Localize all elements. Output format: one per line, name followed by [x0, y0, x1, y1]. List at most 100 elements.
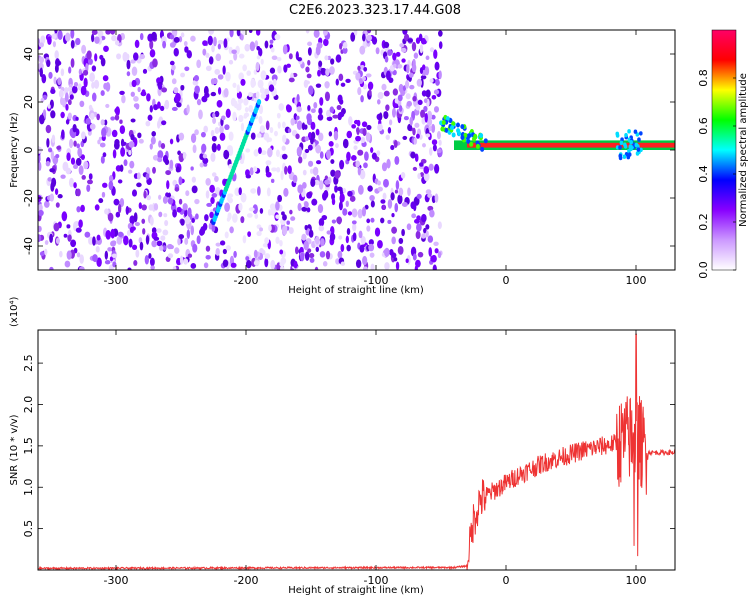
spectrogram-cell [336, 105, 342, 111]
spectrogram-cell [416, 193, 422, 199]
spectrogram-cell [282, 134, 287, 144]
spectrogram-cell [436, 148, 442, 154]
spectrogram-cell [331, 219, 337, 224]
spectrogram-cell [133, 212, 138, 223]
spectrogram-cell [248, 104, 254, 113]
spectrogram-cell [424, 112, 428, 123]
spectrogram-cell [270, 259, 276, 270]
spectrogram-cell [38, 204, 43, 212]
spectrogram-cell [217, 39, 224, 45]
spectrogram-cell [213, 36, 217, 47]
spectrogram-cell [59, 250, 63, 258]
spectrogram-cell [51, 134, 56, 144]
carrier-onset-cell [440, 126, 445, 132]
spectrogram-cell [184, 46, 189, 53]
spectrogram-cell [437, 221, 442, 230]
spectrogram-cell [382, 192, 387, 200]
spectrogram-cell [390, 145, 395, 151]
spectrogram-cell [116, 53, 122, 60]
carrier-onset-cell [450, 125, 455, 131]
spectrogram-cell [47, 104, 51, 109]
spectrogram-cell [338, 235, 343, 240]
spectrogram-cell [224, 124, 230, 131]
spectrogram-cell [225, 245, 231, 251]
spectrogram-cell [67, 234, 72, 242]
spectrogram-cell [159, 105, 165, 111]
spectrogram-cell [318, 180, 324, 190]
spectrogram-cell [401, 58, 406, 63]
spectrogram-cell [313, 179, 320, 186]
spectrogram-cell [121, 141, 127, 146]
spectrogram-cell [249, 167, 254, 176]
spectrogram-cell [163, 213, 168, 218]
spectrogram-cell [238, 53, 245, 59]
spectrogram-cell [88, 236, 94, 245]
carrier-onset-cell [451, 121, 456, 127]
spectrogram-cell [226, 145, 233, 152]
spectrogram-cell [245, 174, 252, 179]
colorbar-tick-label: 0.0 [697, 261, 710, 279]
spectrogram-cell [127, 267, 132, 270]
spectrogram-cell [249, 41, 256, 52]
spectrogram-cell [367, 185, 373, 192]
spectrogram-cell [243, 112, 250, 118]
spectrogram-cell [353, 30, 358, 36]
spectrogram-cell [335, 78, 339, 86]
spectrogram-cell [55, 237, 61, 244]
spectrogram-cell [77, 147, 83, 158]
spectrogram-cell [152, 58, 158, 68]
spectrogram-cell [421, 213, 427, 223]
spectrogram-cell [85, 117, 91, 125]
spectrogram-cell [142, 68, 148, 74]
spectrogram-cell [107, 247, 112, 252]
spectrogram-cell [173, 87, 179, 94]
spectrogram-cell [423, 98, 428, 104]
spectrogram-cell [385, 104, 390, 111]
spectrogram-cell [334, 185, 338, 193]
spectrogram-cell [366, 124, 372, 131]
spectrogram-cell [269, 39, 274, 44]
spectrogram-cell [208, 56, 214, 65]
spectrogram-cell [325, 68, 330, 76]
spectrogram-cell [362, 76, 367, 81]
spectrogram-cell [231, 49, 237, 54]
spectrogram-cell [352, 232, 357, 242]
spectrogram-cell [128, 238, 133, 248]
spectrogram-cell [313, 30, 320, 38]
spectrogram-cell [203, 85, 209, 96]
spectrogram-cell [348, 116, 353, 126]
spectrogram-cell [115, 106, 120, 116]
spectrogram-cell [315, 160, 322, 165]
spectrogram-cell [326, 230, 332, 235]
spectrogram-cell [315, 83, 322, 88]
spectrogram-cell [67, 112, 72, 120]
spectrogram-cell [130, 133, 135, 141]
spectrogram-cell [182, 203, 188, 211]
spectrogram-cell [94, 36, 100, 44]
spectrogram-cell [171, 78, 177, 85]
spectrogram-cell [76, 252, 81, 258]
spectrogram-cell [109, 256, 114, 262]
spectrogram-cell [215, 248, 220, 256]
spectrogram-cell [431, 114, 436, 120]
y-tick-label: 2.0 [22, 396, 35, 414]
spectrogram-cell [380, 217, 385, 224]
spectrogram-cell [389, 119, 393, 126]
spectrogram-cell [46, 137, 50, 148]
spectrogram-cell [431, 139, 438, 146]
spectrogram-cell [149, 257, 155, 267]
spectrogram-cell [211, 172, 217, 177]
spectrogram-cell [193, 75, 200, 82]
spectrogram-cell [274, 34, 281, 41]
spectrogram-cell [295, 133, 300, 140]
spectrogram-cell [203, 125, 209, 133]
spectrogram-cell [345, 200, 349, 208]
spectrogram-cell [338, 111, 345, 118]
spectrogram-cell [368, 89, 372, 96]
spectrogram-cell [231, 267, 237, 270]
spectrogram-cell [103, 82, 108, 90]
spectrogram-cell [83, 77, 88, 88]
spectrogram-cell [75, 37, 81, 46]
spectrogram-cell [428, 163, 434, 171]
